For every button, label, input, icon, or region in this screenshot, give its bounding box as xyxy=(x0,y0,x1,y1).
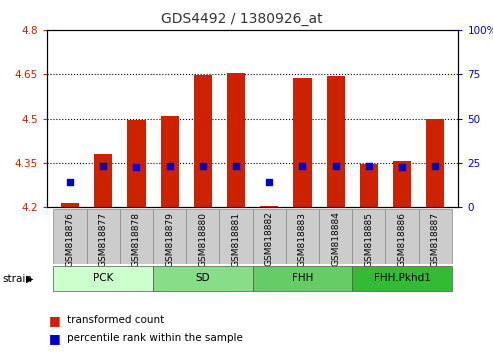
FancyBboxPatch shape xyxy=(286,209,319,264)
Point xyxy=(431,164,439,169)
FancyBboxPatch shape xyxy=(253,209,286,264)
Text: GSM818876: GSM818876 xyxy=(66,212,74,267)
Bar xyxy=(161,116,179,207)
Text: PCK: PCK xyxy=(93,273,113,283)
FancyBboxPatch shape xyxy=(219,209,253,264)
Point xyxy=(133,164,141,170)
Text: GSM818877: GSM818877 xyxy=(99,212,108,267)
Point xyxy=(398,164,406,170)
Bar xyxy=(94,154,112,207)
Text: GSM818878: GSM818878 xyxy=(132,212,141,267)
Bar xyxy=(293,78,312,207)
Text: FHH.Pkhd1: FHH.Pkhd1 xyxy=(374,273,430,283)
Text: transformed count: transformed count xyxy=(67,315,164,325)
Bar xyxy=(260,206,279,207)
Text: GSM818886: GSM818886 xyxy=(397,212,407,267)
Text: GDS4492 / 1380926_at: GDS4492 / 1380926_at xyxy=(161,12,322,27)
Point xyxy=(232,164,240,169)
Text: GSM818887: GSM818887 xyxy=(431,212,440,267)
FancyBboxPatch shape xyxy=(386,209,419,264)
Point xyxy=(265,179,273,185)
Text: GSM818884: GSM818884 xyxy=(331,212,340,267)
FancyBboxPatch shape xyxy=(352,266,452,291)
Bar xyxy=(61,202,79,207)
Text: strain: strain xyxy=(2,274,33,284)
Bar xyxy=(127,120,145,207)
Bar xyxy=(360,164,378,207)
Point xyxy=(299,164,307,169)
Text: GSM818882: GSM818882 xyxy=(265,212,274,267)
Bar xyxy=(426,119,444,207)
Point xyxy=(332,163,340,169)
FancyBboxPatch shape xyxy=(319,209,352,264)
Text: SD: SD xyxy=(196,273,210,283)
Text: GSM818881: GSM818881 xyxy=(232,212,241,267)
Text: GSM818880: GSM818880 xyxy=(198,212,208,267)
Text: GSM818883: GSM818883 xyxy=(298,212,307,267)
Point xyxy=(99,164,107,169)
Bar xyxy=(326,76,345,207)
FancyBboxPatch shape xyxy=(253,266,352,291)
FancyBboxPatch shape xyxy=(53,209,87,264)
Text: GSM818885: GSM818885 xyxy=(364,212,373,267)
Bar xyxy=(227,73,245,207)
Bar xyxy=(194,75,212,207)
Text: GSM818879: GSM818879 xyxy=(165,212,174,267)
Point xyxy=(199,163,207,169)
FancyBboxPatch shape xyxy=(87,209,120,264)
FancyBboxPatch shape xyxy=(120,209,153,264)
FancyBboxPatch shape xyxy=(153,209,186,264)
Text: ■: ■ xyxy=(49,332,61,344)
FancyBboxPatch shape xyxy=(153,266,253,291)
FancyBboxPatch shape xyxy=(53,266,153,291)
Point xyxy=(166,164,174,169)
FancyBboxPatch shape xyxy=(352,209,386,264)
FancyBboxPatch shape xyxy=(186,209,219,264)
Text: ■: ■ xyxy=(49,314,61,327)
Text: percentile rank within the sample: percentile rank within the sample xyxy=(67,333,243,343)
Point xyxy=(66,179,74,185)
Text: ▶: ▶ xyxy=(26,274,33,284)
Point xyxy=(365,164,373,169)
FancyBboxPatch shape xyxy=(419,209,452,264)
Text: FHH: FHH xyxy=(292,273,313,283)
Bar xyxy=(393,161,411,207)
